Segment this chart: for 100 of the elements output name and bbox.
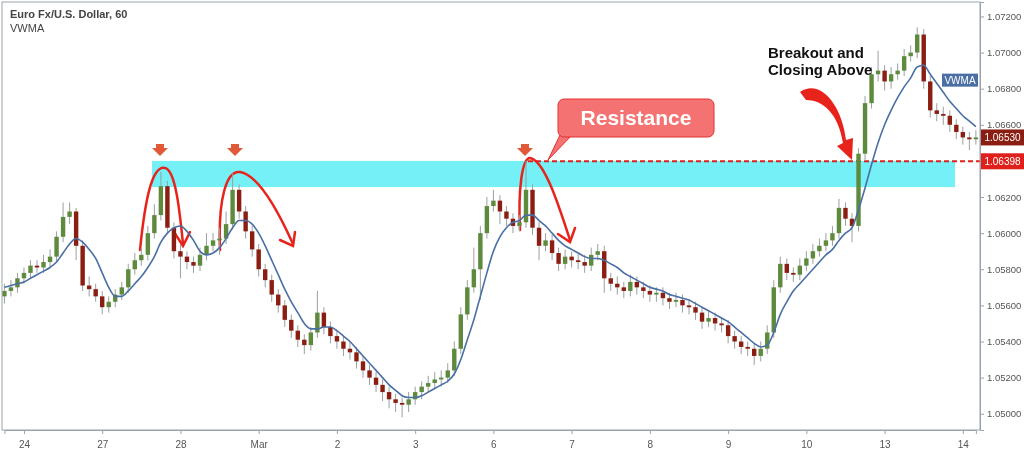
candlestick [725,319,731,344]
candlestick [791,266,796,283]
y-tick-label: 1.05400 [987,336,1022,348]
annotation: Breakout and Closing Above [768,44,873,78]
series-label: VWMA [944,74,976,86]
candlestick [673,292,679,308]
x-tick-label: 28 [175,439,187,450]
annotation: Resistance [580,106,692,129]
candlestick [152,203,157,240]
candlestick [536,221,542,261]
candlestick [901,48,907,77]
candlestick [354,346,359,370]
x-tick-label: 14 [957,439,970,450]
candlestick [93,283,98,303]
candlestick [843,201,848,227]
candlestick [686,299,692,315]
ref-line-label: 1.06398 [984,156,1022,168]
candlestick [256,243,261,277]
text: Euro Fx/U.S. Dollar, 60 [10,8,128,20]
x-tick-label: 9 [725,439,732,450]
candlestick [197,247,203,272]
candlestick [797,257,803,281]
candlestick [817,238,822,258]
candlestick [119,281,124,301]
candlestick [334,330,340,350]
candlestick [360,355,366,379]
candlestick [504,205,509,227]
candlestick [491,189,496,212]
candlestick [693,301,698,321]
candlestick [100,290,105,315]
annotation: 1.06530 [984,132,1022,144]
candlestick [380,378,385,402]
x-tick-label: 3 [412,439,419,450]
candlestick [341,335,346,357]
candlestick [947,109,952,133]
candlestick [178,243,183,279]
candlestick [882,64,887,91]
candlestick [732,330,737,350]
candlestick [139,247,144,267]
candlestick [302,333,307,355]
x-tick-label: 6 [491,439,498,450]
candlestick [289,313,294,339]
candlestick [830,225,835,247]
candlestick [243,205,248,240]
x-tick-label: 8 [647,439,654,450]
y-tick-label: 1.07200 [987,10,1022,22]
y-tick-label: 1.06000 [987,227,1022,239]
x-tick-label: 10 [801,439,813,450]
y-tick-label: 1.07000 [987,47,1022,59]
candlestick [823,232,829,252]
x-tick-label: 24 [18,439,31,450]
candlestick [204,232,209,261]
candlestick [315,290,320,339]
y-tick-label: 1.05600 [987,299,1022,311]
candlestick [934,102,939,122]
candlestick [249,225,255,258]
candlestick [445,362,450,384]
x-tick-label: Mar [250,439,269,450]
candlestick [67,201,72,225]
candlestick [28,259,33,279]
candlestick [41,254,46,274]
candlestick [784,257,789,281]
y-tick-label: 1.05200 [987,372,1022,384]
candlestick [973,129,979,146]
candlestick [647,285,653,303]
candlestick [628,274,633,297]
candlestick [549,234,555,261]
x-tick-label: 7 [569,439,576,450]
candlestick [804,250,809,272]
candlestick [263,263,268,288]
candlestick [954,118,959,140]
candlestick [582,254,587,274]
candlestick [54,230,59,263]
candlestick [126,263,131,294]
candlestick [282,299,287,328]
y-tick-label: 1.06800 [987,83,1022,95]
candlestick [967,131,972,151]
candlestick [328,321,333,344]
callout-label: Resistance [547,98,715,161]
candlestick [393,393,398,413]
text: VWMA [10,22,45,34]
candlestick [471,247,477,294]
candlestick [367,364,372,386]
x-tick-label: 2 [334,439,341,450]
y-tick-label: 1.06600 [987,119,1022,131]
candlestick [60,201,66,243]
candlestick [399,396,405,418]
y-tick-label: 1.05000 [987,408,1022,420]
candlestick [269,274,274,303]
y-tick-label: 1.05800 [987,263,1022,275]
candlestick [406,391,411,413]
candlestick [543,232,548,252]
candlestick [608,272,613,292]
candlestick [680,294,685,314]
candlestick [699,306,705,330]
candlestick [145,225,151,261]
candlestick [308,326,314,352]
x-tick-label: 27 [97,439,109,450]
candlestick [132,252,137,276]
candlestick [210,232,216,252]
